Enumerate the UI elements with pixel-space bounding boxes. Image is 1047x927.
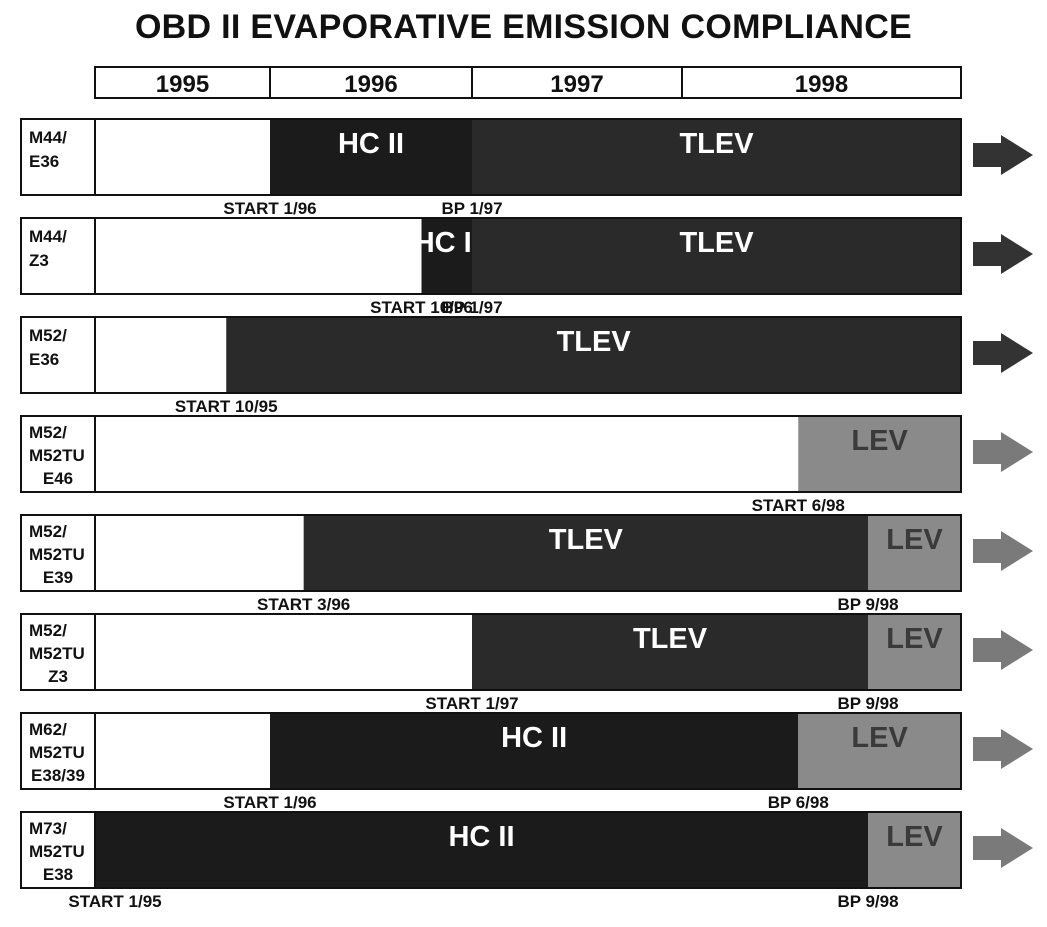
milestone-label: BP 9/98 — [837, 694, 898, 713]
milestone-label: START 6/98 — [752, 496, 845, 515]
row-label-line: M73/ — [29, 819, 67, 838]
timeline-row: M52/M52TU Z3 TLEV LEV START 1/97 BP 9/98 — [20, 613, 1033, 713]
segment-label: TLEV — [633, 623, 708, 655]
continuation-arrow-icon — [973, 135, 1033, 175]
continuation-arrow-icon — [973, 432, 1033, 472]
milestone-label: BP 9/98 — [837, 892, 898, 911]
milestone-label: BP 9/98 — [837, 595, 898, 614]
continuation-arrow-icon — [973, 828, 1033, 868]
segment-label: TLEV — [679, 128, 754, 160]
milestone-label: START 3/96 — [257, 595, 350, 614]
row-label-line: M44/ — [29, 128, 67, 147]
milestone-label: BP 6/98 — [768, 793, 829, 812]
timeline-row: M73/M52TU E38 HC II LEV START 1/95 BP 9/98 — [20, 811, 1033, 911]
row-label-line: M52TU — [29, 644, 85, 663]
row-label-box — [20, 217, 96, 295]
row-label-box — [20, 811, 96, 889]
segment-hc-ii — [421, 218, 472, 294]
row-label-line: M52/ — [29, 522, 67, 541]
milestone-label: BP 1/97 — [441, 199, 502, 218]
chart-title: OBD II EVAPORATIVE EMISSION COMPLIANCE — [134, 8, 913, 46]
row-label-line: E38 — [43, 865, 73, 884]
row-label-line: M62/ — [29, 720, 67, 739]
row-bar-outline — [94, 514, 962, 592]
segment-label: LEV — [886, 524, 943, 556]
timeline-row: M52/E36 TLEV START 10/95 — [20, 316, 1033, 416]
segment-tlev — [472, 218, 961, 294]
segment-label: TLEV — [679, 227, 754, 259]
row-label-line: M52TU — [29, 743, 85, 762]
row-label-line: Z3 — [29, 251, 49, 270]
row-bar-outline — [94, 415, 962, 493]
row-bar-outline — [94, 217, 962, 295]
continuation-arrow-icon — [973, 630, 1033, 670]
segment-label: LEV — [886, 821, 943, 853]
segment-hc-ii — [270, 119, 472, 195]
milestone-label: START 10/95 — [175, 397, 278, 416]
row-label-line: M52TU — [29, 842, 85, 861]
segment-tlev — [472, 614, 868, 690]
segment-label: LEV — [851, 722, 908, 754]
row-bar-outline — [94, 316, 962, 394]
continuation-arrow-icon — [973, 234, 1033, 274]
year-header-frame — [94, 66, 962, 99]
row-label-box — [20, 712, 96, 790]
segment-label: HC II — [414, 227, 480, 259]
segment-hc-ii — [95, 812, 868, 888]
segment-label: HC II — [338, 128, 404, 160]
segment-label: HC II — [501, 722, 567, 754]
timeline-row: M52/M52TU E39 TLEV LEV START 3/96 BP 9/98 — [20, 514, 1033, 614]
row-label-line: M52TU — [29, 545, 85, 564]
year-tick-label: 1995 — [156, 71, 209, 98]
milestone-label: START 10/96 — [370, 298, 473, 317]
milestone-label: BP 1/97 — [441, 298, 502, 317]
segment-label: TLEV — [549, 524, 624, 556]
segment-hc-ii — [270, 713, 799, 789]
segment-lev — [798, 713, 961, 789]
row-label-line: E39 — [43, 568, 73, 587]
row-bar-outline — [94, 811, 962, 889]
row-label-box — [20, 613, 96, 691]
row-label-line: M52/ — [29, 621, 67, 640]
year-tick-label: 1996 — [344, 71, 397, 98]
row-bar-outline — [94, 712, 962, 790]
segment-label: HC II — [448, 821, 514, 853]
segment-lev — [868, 812, 961, 888]
row-label-line: E36 — [29, 350, 59, 369]
segment-lev — [868, 614, 961, 690]
milestone-label: START 1/95 — [68, 892, 161, 911]
row-label-line: E36 — [29, 152, 59, 171]
segment-lev — [798, 416, 961, 492]
continuation-arrow-icon — [973, 729, 1033, 769]
timeline-row: M62/M52TU E38/39 HC II LEV START 1/96 BP 6/98 — [20, 712, 1033, 812]
row-label-line: E38/39 — [31, 766, 85, 785]
row-bar-outline — [94, 613, 962, 691]
row-label-line: Z3 — [48, 667, 68, 686]
segment-tlev — [226, 317, 961, 393]
row-label-line: M52/ — [29, 423, 67, 442]
row-label-box — [20, 415, 96, 493]
continuation-arrow-icon — [973, 531, 1033, 571]
row-label-line: M52/ — [29, 326, 67, 345]
milestone-label: START 1/96 — [223, 793, 316, 812]
row-label-line: M44/ — [29, 227, 67, 246]
segment-label: TLEV — [557, 326, 632, 358]
row-label-line: E46 — [43, 469, 73, 488]
timeline-row: M52/M52TU E46 LEV START 6/98 — [20, 415, 1033, 515]
milestone-label: START 1/96 — [223, 199, 316, 218]
continuation-arrow-icon — [973, 333, 1033, 373]
segment-tlev — [472, 119, 961, 195]
year-tick-label: 1997 — [550, 71, 603, 98]
segment-label: LEV — [851, 425, 908, 457]
row-label-line: M52TU — [29, 446, 85, 465]
year-tick-label: 1998 — [795, 71, 848, 98]
timeline-row: M44/E36 HC II TLEV START 1/96 BP 1/97 — [20, 118, 1033, 218]
segment-label: LEV — [886, 623, 943, 655]
segment-lev — [868, 515, 961, 591]
row-bar-outline — [94, 118, 962, 196]
milestone-label: START 1/97 — [425, 694, 518, 713]
segment-tlev — [303, 515, 869, 591]
